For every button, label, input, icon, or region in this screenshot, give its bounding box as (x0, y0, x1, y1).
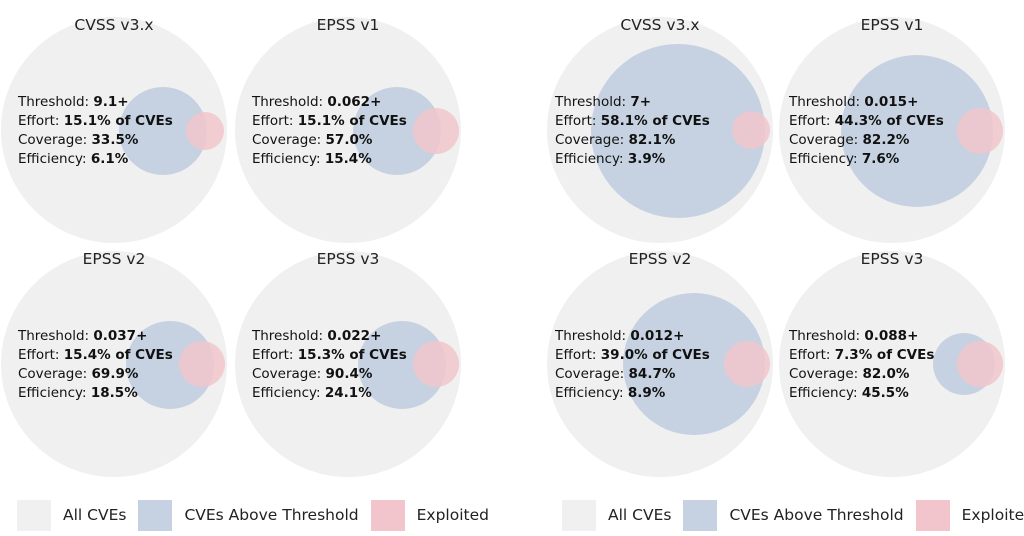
legend-item-exploited: Exploited (370, 499, 489, 531)
all-cves-circle (235, 251, 461, 477)
legend-item-all-cves: All CVEs (562, 499, 672, 531)
above-threshold-swatch (683, 499, 718, 531)
efficiency-line: Efficiency: 8.9% (555, 385, 666, 401)
coverage-line: Coverage: 90.4% (252, 366, 373, 382)
panel-left: CVSS v3.x Threshold: 9.1+ Effort: 15.1% … (1, 16, 501, 532)
diagram-title: EPSS v2 (83, 250, 146, 268)
legend-item-all-cves: All CVEs (17, 499, 127, 531)
venn-diagram: EPSS v2 Threshold: 0.012+ Effort: 39.0% … (547, 250, 773, 477)
threshold-line: Threshold: 0.015+ (788, 94, 918, 110)
efficiency-line: Efficiency: 45.5% (789, 385, 909, 401)
above-threshold-circle (623, 293, 765, 435)
coverage-line: Coverage: 69.9% (18, 366, 139, 382)
legend-label: Exploited (961, 506, 1024, 524)
threshold-line: Threshold: 0.037+ (17, 328, 147, 344)
venn-diagram: EPSS v2 Threshold: 0.037+ Effort: 15.4% … (1, 250, 227, 477)
above-threshold-circle (119, 87, 207, 175)
exploited-circle (413, 108, 459, 154)
diagram-title: EPSS v1 (861, 16, 924, 34)
panel-right: CVSS v3.x Threshold: 7+ Effort: 58.1% of… (512, 0, 1024, 536)
exploited-circle (186, 112, 224, 150)
threshold-line: Threshold: 7+ (554, 94, 651, 110)
above-threshold-swatch (138, 499, 173, 531)
diagram-title: EPSS v1 (317, 16, 380, 34)
effort-line: Effort: 58.1% of CVEs (555, 113, 710, 129)
above-threshold-circle (358, 321, 446, 409)
threshold-line: Threshold: 0.062+ (251, 94, 381, 110)
threshold-line: Threshold: 0.012+ (554, 328, 684, 344)
effort-line: Effort: 15.1% of CVEs (252, 113, 407, 129)
diagram-title: CVSS v3.x (620, 16, 699, 34)
all-cves-circle (779, 251, 1005, 477)
venn-diagram: CVSS v3.x Threshold: 9.1+ Effort: 15.1% … (1, 16, 227, 243)
threshold-line: Threshold: 0.088+ (788, 328, 918, 344)
efficiency-line: Efficiency: 7.6% (789, 151, 900, 167)
above-threshold-circle (126, 321, 214, 409)
efficiency-line: Efficiency: 3.9% (555, 151, 666, 167)
legend-item-exploited: Exploited (915, 499, 1024, 531)
venn-grid-left: CVSS v3.x Threshold: 9.1+ Effort: 15.1% … (1, 16, 461, 477)
legend: All CVEs CVEs Above Threshold Exploited (562, 498, 1024, 532)
coverage-line: Coverage: 82.2% (789, 132, 910, 148)
exploited-circle (413, 341, 459, 387)
coverage-line: Coverage: 57.0% (252, 132, 373, 148)
venn-diagram: EPSS v3 Threshold: 0.088+ Effort: 7.3% o… (779, 250, 1005, 477)
coverage-line: Coverage: 82.0% (789, 366, 910, 382)
above-threshold-circle (591, 44, 765, 218)
efficiency-line: Efficiency: 18.5% (18, 385, 138, 401)
legend-item-above-threshold: CVEs Above Threshold (138, 499, 359, 531)
threshold-line: Threshold: 0.022+ (251, 328, 381, 344)
all-cves-circle (1, 251, 227, 477)
venn-diagram: EPSS v1 Threshold: 0.062+ Effort: 15.1% … (235, 16, 461, 243)
effort-line: Effort: 44.3% of CVEs (789, 113, 944, 129)
coverage-line: Coverage: 33.5% (18, 132, 139, 148)
venn-diagram: EPSS v3 Threshold: 0.022+ Effort: 15.3% … (235, 250, 461, 477)
all-cves-swatch (562, 499, 596, 531)
venn-diagram: CVSS v3.x Threshold: 7+ Effort: 58.1% of… (547, 16, 773, 243)
diagram-title: CVSS v3.x (74, 16, 153, 34)
legend: All CVEs CVEs Above Threshold Exploited (17, 498, 501, 532)
threshold-line: Threshold: 9.1+ (17, 94, 129, 110)
efficiency-line: Efficiency: 24.1% (252, 385, 372, 401)
above-threshold-circle (841, 55, 993, 207)
exploited-circle (732, 111, 770, 149)
all-cves-circle (1, 17, 227, 243)
effort-line: Effort: 7.3% of CVEs (789, 347, 934, 363)
exploited-circle (179, 341, 225, 387)
diagram-title: EPSS v2 (629, 250, 692, 268)
exploited-circle (957, 341, 1003, 387)
exploited-circle (724, 341, 770, 387)
effort-line: Effort: 15.4% of CVEs (18, 347, 173, 363)
exploited-swatch (370, 499, 405, 531)
effort-line: Effort: 39.0% of CVEs (555, 347, 710, 363)
coverage-line: Coverage: 84.7% (555, 366, 676, 382)
venn-grid-right: CVSS v3.x Threshold: 7+ Effort: 58.1% of… (547, 16, 1005, 477)
above-threshold-circle (353, 87, 441, 175)
legend-label: All CVEs (608, 506, 672, 524)
diagram-title: EPSS v3 (861, 250, 924, 268)
venn-diagram: EPSS v1 Threshold: 0.015+ Effort: 44.3% … (779, 16, 1005, 243)
coverage-line: Coverage: 82.1% (555, 132, 676, 148)
efficiency-line: Efficiency: 15.4% (252, 151, 372, 167)
all-cves-circle (235, 17, 461, 243)
all-cves-swatch (17, 499, 51, 531)
legend-label: CVEs Above Threshold (729, 506, 904, 524)
exploited-swatch (915, 499, 950, 531)
exploited-circle (957, 108, 1003, 154)
legend-label: All CVEs (63, 506, 127, 524)
legend-label: CVEs Above Threshold (184, 506, 359, 524)
efficiency-line: Efficiency: 6.1% (18, 151, 129, 167)
legend-label: Exploited (416, 506, 489, 524)
legend-item-above-threshold: CVEs Above Threshold (683, 499, 904, 531)
diagram-title: EPSS v3 (317, 250, 380, 268)
effort-line: Effort: 15.1% of CVEs (18, 113, 173, 129)
effort-line: Effort: 15.3% of CVEs (252, 347, 407, 363)
